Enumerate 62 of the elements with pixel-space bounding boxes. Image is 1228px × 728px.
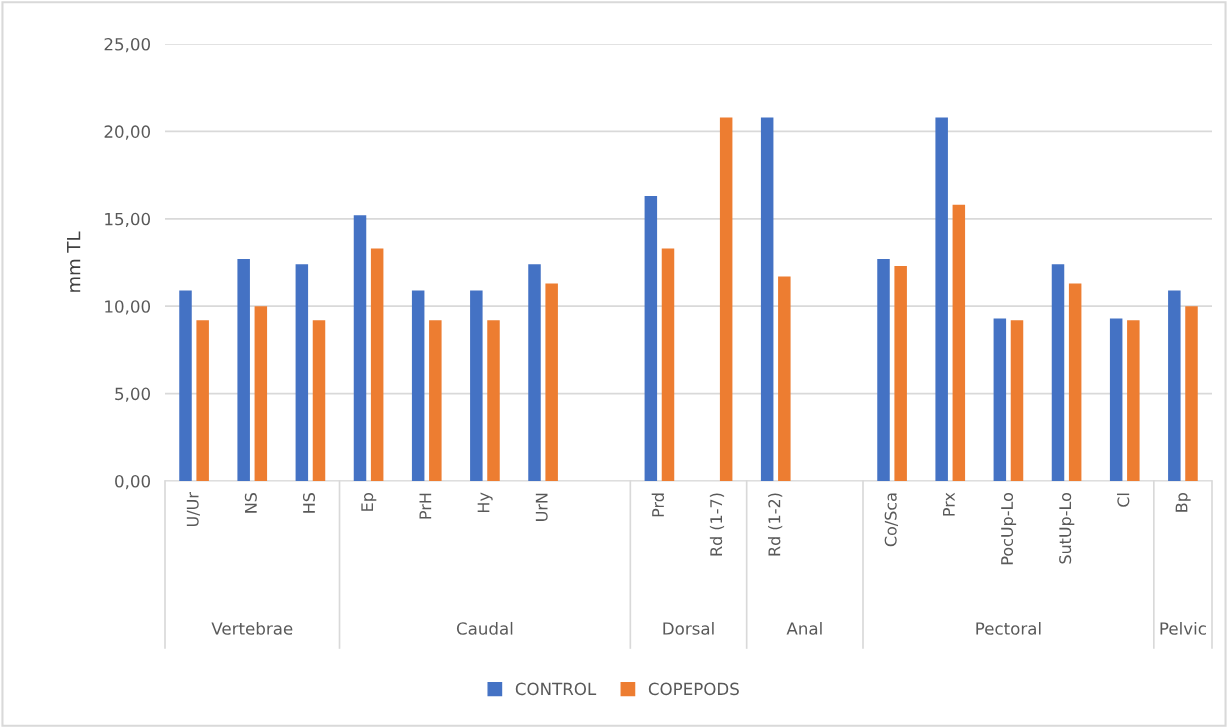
x-tick-label: Co/Sca	[884, 493, 898, 547]
x-tick-label: Hy	[477, 492, 493, 513]
x-tick-label: Cl	[1117, 493, 1130, 507]
x-tick-label: Bp	[1175, 492, 1191, 512]
x-tick-label: Ep	[361, 492, 377, 511]
text: Pelvic	[1160, 621, 1206, 635]
bar	[528, 264, 541, 481]
bar	[952, 204, 966, 481]
bar	[661, 248, 675, 481]
x-tick-label: Prd	[651, 493, 665, 517]
y-tick-label: 25,00	[104, 37, 150, 53]
bar	[470, 290, 483, 481]
x-tick-label: HS	[302, 493, 316, 513]
bar	[778, 276, 791, 481]
bar	[237, 259, 250, 481]
bar	[993, 318, 1007, 481]
text: Pectoral	[976, 621, 1041, 635]
x-tick-label: Prx	[943, 492, 955, 516]
x-tick-label: PocUp-Lo	[1001, 492, 1017, 565]
bar	[179, 290, 192, 481]
x-tick-label: U/Ur	[186, 492, 200, 527]
bar	[254, 306, 268, 481]
x-tick-label: NS	[244, 493, 257, 513]
bar	[877, 259, 890, 481]
bar	[1051, 264, 1065, 481]
bar	[760, 117, 774, 481]
bar	[1168, 290, 1181, 481]
bar	[1109, 318, 1123, 481]
bar	[196, 320, 209, 481]
bar	[1068, 283, 1082, 481]
bar	[411, 290, 425, 481]
x-tick-label: PrH	[419, 493, 432, 519]
y-tick-label: 15,00	[105, 212, 150, 228]
x-tick-label: Rd (1-7)	[709, 493, 725, 556]
bar	[894, 266, 907, 481]
legend-label: CONTROL	[515, 682, 597, 696]
bar	[935, 117, 948, 481]
text: Anal	[786, 621, 822, 635]
x-tick-label: Rd (1-2)	[768, 493, 783, 556]
y-tick-label: 10,00	[105, 300, 150, 315]
legend-label: COPEPODS	[648, 682, 739, 696]
text: Caudal	[456, 621, 513, 635]
bar	[295, 264, 309, 481]
bar	[487, 320, 500, 481]
bar	[1185, 306, 1198, 481]
bar	[312, 320, 326, 481]
bar	[370, 248, 384, 481]
bar	[353, 215, 367, 481]
y-tick-label: 20,00	[104, 125, 150, 140]
bar	[429, 320, 442, 481]
text: Vertebrae	[211, 621, 293, 635]
y-tick-label: 5,00	[115, 387, 150, 402]
bar	[545, 283, 558, 481]
bar	[644, 196, 658, 481]
y-axis-title: mm TL	[67, 231, 81, 292]
bar	[719, 117, 733, 481]
text: Dorsal	[663, 621, 714, 635]
y-tick-label: 0,00	[115, 474, 150, 490]
bar	[1010, 320, 1024, 481]
x-tick-label: UrN	[535, 493, 548, 521]
x-tick-label: SutUp-Lo	[1059, 492, 1075, 564]
bar	[1127, 320, 1140, 481]
